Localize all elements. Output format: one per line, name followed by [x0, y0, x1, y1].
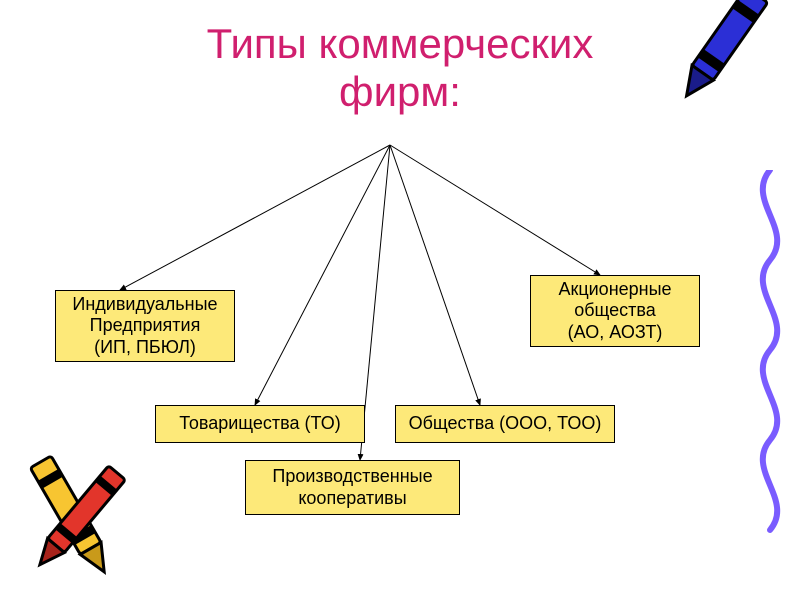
- crayon-blue-icon: [660, 0, 800, 140]
- diagram-edge: [255, 145, 390, 405]
- diagram-edge: [120, 145, 390, 290]
- node-joint-stock: Акционерныеобщества(АО, АОЗТ): [530, 275, 700, 347]
- crayons-crossed-icon: [0, 435, 165, 600]
- node-production-cooperatives: Производственныекооперативы: [245, 460, 460, 515]
- squiggle-icon: [740, 170, 800, 540]
- squiggle-path: [763, 170, 777, 530]
- node-individual-enterprises: ИндивидуальныеПредприятия(ИП, ПБЮЛ): [55, 290, 235, 362]
- node-partnerships: Товарищества (ТО): [155, 405, 365, 443]
- diagram-edge: [390, 145, 480, 405]
- crayon-body: [692, 0, 768, 80]
- node-societies-ooo: Общества (ООО, ТОО): [395, 405, 615, 443]
- diagram-edge: [390, 145, 600, 275]
